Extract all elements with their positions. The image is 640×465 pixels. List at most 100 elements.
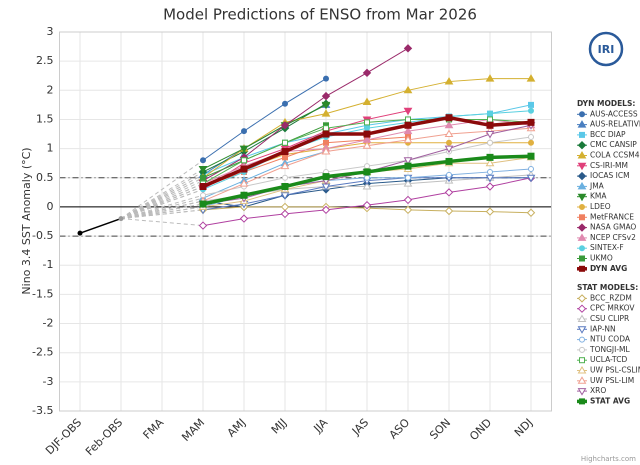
marker: [577, 193, 587, 202]
marker: [579, 265, 585, 272]
marker: [577, 151, 587, 159]
marker: [199, 200, 207, 208]
marker: [282, 100, 288, 107]
legend-item: CSU CLIPR: [577, 314, 629, 323]
marker: [526, 174, 536, 183]
marker: [485, 131, 495, 139]
marker: [282, 154, 288, 161]
connector: [120, 194, 204, 220]
marker: [404, 162, 412, 170]
marker: [486, 121, 494, 129]
legend-item: UKMO: [577, 254, 613, 263]
legend-label: COLA CCSM4: [590, 151, 640, 160]
marker: [444, 206, 454, 216]
series: [200, 75, 329, 164]
legend-group-title: STAT MODELS:: [577, 283, 638, 292]
marker: [577, 223, 587, 232]
legend-label: UW PSL-LIM: [590, 376, 634, 385]
marker: [444, 120, 454, 129]
marker: [240, 191, 248, 199]
marker: [323, 125, 329, 132]
marker: [321, 101, 331, 110]
legend-item: IAP-NN: [577, 324, 616, 334]
legend-item: CPC MRKOV: [577, 304, 635, 313]
legend-label: TONGJI-ML: [589, 345, 631, 354]
series-line: [202, 47, 409, 182]
marker: [485, 158, 495, 167]
marker: [362, 141, 372, 149]
marker: [403, 44, 413, 53]
connector: [120, 159, 204, 219]
legend-item: JMA: [577, 181, 605, 190]
marker: [579, 245, 585, 252]
marker: [363, 130, 371, 138]
marker: [323, 75, 329, 82]
legend-label: UW PSL-CSLIM: [590, 366, 640, 375]
y-axis-label: Nino 3.4 SST Anomaly (°C): [20, 147, 33, 294]
connector: [120, 183, 204, 220]
legend-item: CS-IRI-MM: [577, 161, 628, 171]
marker: [528, 107, 534, 114]
y-tick-label: 0.5: [36, 171, 54, 184]
marker: [485, 174, 495, 183]
marker: [577, 233, 587, 241]
marker: [403, 157, 413, 165]
legend-item: STAT AVG: [577, 396, 630, 405]
series-line: [202, 103, 327, 173]
marker: [446, 139, 452, 146]
marker: [577, 181, 587, 190]
marker: [198, 166, 208, 174]
series-line: [202, 104, 327, 170]
legend-item: TONGJI-ML: [577, 345, 631, 354]
marker: [577, 326, 587, 334]
marker: [528, 133, 534, 140]
marker: [445, 157, 453, 165]
marker: [403, 85, 413, 94]
marker: [528, 139, 534, 146]
legend-item: SINTEX-F: [577, 243, 624, 252]
logo: IRI: [588, 31, 624, 67]
marker: [487, 139, 493, 146]
marker: [444, 77, 454, 85]
marker: [363, 168, 371, 176]
marker: [322, 173, 330, 181]
plot-border: [59, 31, 552, 412]
marker: [526, 74, 536, 82]
connector: [120, 168, 204, 220]
legend-label: UCLA-TCD: [590, 355, 627, 364]
marker: [321, 205, 331, 215]
marker: [577, 171, 587, 181]
legend-item: CMC CANSIP: [577, 140, 637, 150]
legend-item: AUS-ACCESS: [577, 109, 638, 118]
marker: [403, 205, 413, 215]
y-tick-label: 2: [47, 83, 54, 96]
legend-item: NASA GMAO: [577, 223, 636, 232]
marker: [579, 357, 585, 364]
marker: [281, 148, 289, 156]
legend-label: KMA: [590, 192, 607, 201]
marker: [239, 145, 249, 154]
marker: [404, 121, 412, 129]
y-tick-label: -2: [43, 317, 54, 330]
marker: [240, 165, 248, 173]
series-line: [202, 78, 327, 161]
marker: [280, 192, 290, 200]
y-tick-label: 0: [47, 200, 54, 213]
marker: [579, 255, 585, 262]
marker: [239, 214, 249, 223]
marker: [577, 162, 587, 171]
marker: [527, 152, 535, 160]
legend-label: XRO: [590, 386, 606, 395]
legend-group-title: DYN MODELS:: [577, 99, 635, 108]
legend-item: AUS-RELATIVE: [577, 120, 640, 129]
legend-label: UKMO: [590, 254, 613, 263]
legend-item: COLA CCSM4: [577, 151, 640, 160]
marker: [403, 195, 413, 205]
legend-label: BCC DIAP: [590, 130, 626, 139]
observed-point: [77, 230, 83, 236]
marker: [321, 91, 331, 101]
marker: [281, 183, 289, 191]
legend-label: MetFRANCE: [590, 212, 634, 221]
